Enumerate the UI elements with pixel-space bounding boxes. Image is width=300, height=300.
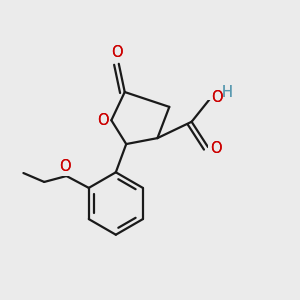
Text: O: O (112, 45, 123, 60)
Text: O: O (210, 141, 222, 156)
Text: O: O (97, 113, 109, 128)
Text: O: O (211, 90, 223, 105)
Text: O: O (211, 90, 223, 105)
Bar (97, 114, 109, 126)
Text: O: O (97, 113, 109, 128)
Bar (111, 50, 124, 62)
Text: O: O (59, 159, 71, 174)
Text: O: O (112, 45, 123, 60)
Bar (207, 88, 230, 100)
Text: O: O (210, 141, 222, 156)
Text: O: O (59, 159, 71, 174)
Bar (59, 164, 71, 176)
Text: H: H (221, 85, 232, 100)
Bar (208, 142, 221, 154)
Text: H: H (221, 85, 232, 100)
